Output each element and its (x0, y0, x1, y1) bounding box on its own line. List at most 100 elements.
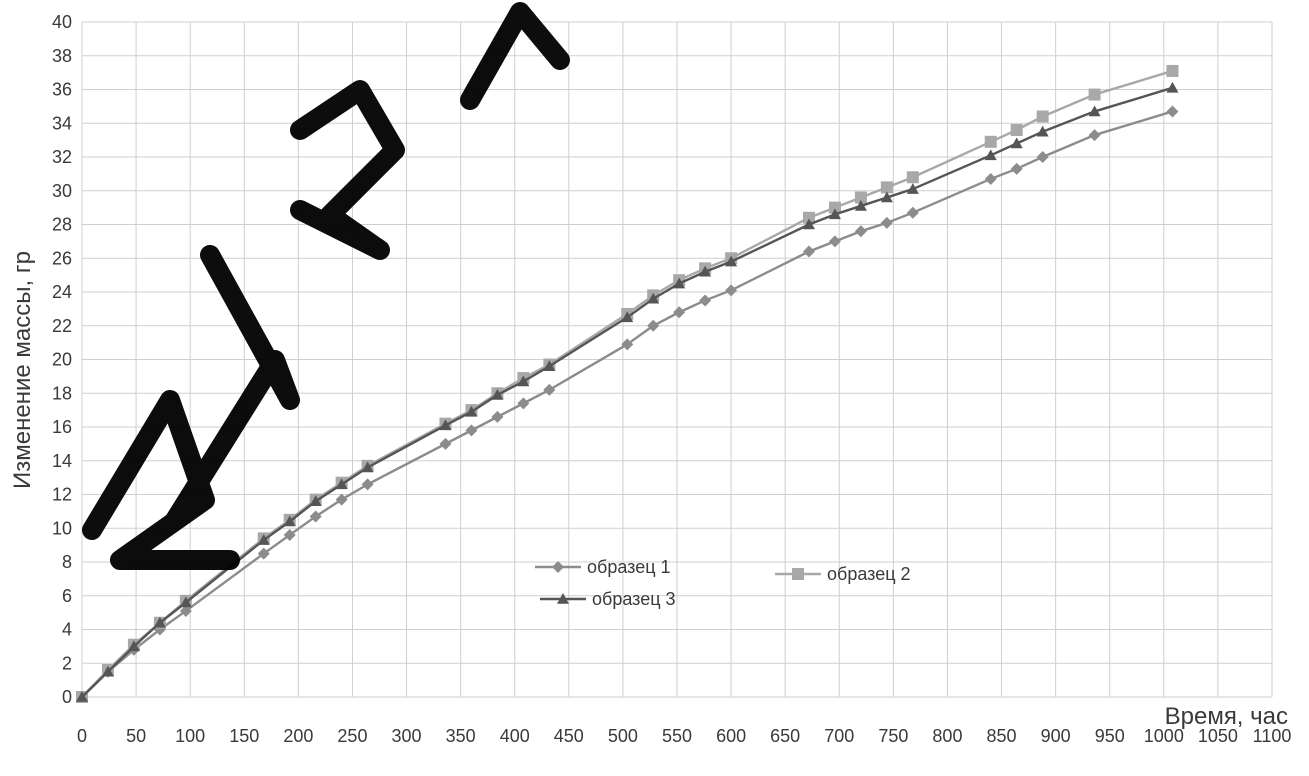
series-1-point (828, 235, 841, 248)
series-3-point (491, 388, 504, 400)
legend-marker (552, 561, 564, 573)
y-tick-label: 8 (62, 552, 72, 572)
y-axis-title: Изменение массы, гр (9, 251, 36, 489)
series-1-point (517, 397, 530, 410)
series-3-point (984, 149, 997, 161)
x-tick-label: 1000 (1144, 726, 1184, 746)
legend-marker (557, 593, 569, 604)
series-3-point (621, 311, 634, 323)
series-3 (76, 81, 1179, 702)
y-tick-label: 4 (62, 620, 72, 640)
series-2-point (802, 211, 815, 224)
x-tick-label: 550 (662, 726, 692, 746)
x-tick-label: 200 (283, 726, 313, 746)
y-tick-label: 38 (52, 46, 72, 66)
x-tick-label: 950 (1095, 726, 1125, 746)
x-tick-label: 900 (1041, 726, 1071, 746)
series-3-point (673, 277, 686, 289)
series-3-point (361, 461, 374, 473)
x-tick-label: 450 (554, 726, 584, 746)
series-2-point (828, 201, 841, 214)
series-3-point (76, 691, 88, 702)
series-1-point (283, 529, 296, 541)
series-1-point (673, 306, 686, 319)
x-tick-label: 0 (77, 726, 87, 746)
legend-label: образец 1 (587, 557, 671, 577)
series-3-point (802, 218, 815, 230)
series-2-point (1036, 110, 1049, 123)
legend-label: образец 3 (592, 589, 676, 609)
series-1-point (1036, 151, 1049, 163)
series-2-point (1010, 124, 1023, 136)
series-1-point (699, 294, 712, 307)
series-3-point (283, 515, 296, 527)
series-1-point (179, 604, 192, 617)
watermark (82, 2, 570, 570)
y-tick-label: 20 (52, 350, 72, 370)
x-tick-label: 150 (229, 726, 259, 746)
series-1-point (906, 206, 919, 219)
y-tick-label: 10 (52, 518, 72, 538)
series-1-point (984, 172, 997, 185)
x-tick-label: 300 (392, 726, 422, 746)
series-3-point (1166, 81, 1179, 93)
x-axis-title: Время, час (1165, 703, 1288, 730)
series-2-point (1166, 64, 1179, 77)
x-tick-label: 500 (608, 726, 638, 746)
x-tick-label: 800 (932, 726, 962, 746)
y-tick-label: 18 (52, 383, 72, 403)
series-1-point (802, 245, 815, 258)
series-1-point (1088, 129, 1101, 142)
x-axis-ticks: 0 50 100 150 200 250 300 350 400 450 500 550 600 650 7… (77, 726, 1291, 746)
y-tick-label: 26 (52, 248, 72, 268)
legend: образец 1 образец 2 образец 3 (535, 557, 911, 609)
series-1-point (1010, 162, 1023, 175)
series-3-point (828, 208, 841, 220)
series-3-point (906, 183, 919, 194)
series-1-point (1166, 105, 1179, 118)
series-3-point (153, 616, 166, 628)
series-1-point (880, 216, 893, 229)
series-1-point (491, 410, 504, 423)
legend-item-1: образец 1 (535, 557, 671, 577)
legend-label: образец 2 (827, 564, 911, 584)
x-tick-label: 700 (824, 726, 854, 746)
series-1-point (543, 383, 556, 396)
series-2-point (880, 181, 893, 194)
series-2-line (81, 69, 1173, 698)
series-1-point (465, 424, 478, 437)
y-tick-label: 30 (52, 181, 72, 201)
y-tick-label: 24 (52, 282, 72, 302)
series-2-point (854, 191, 867, 204)
series-3-point (335, 478, 348, 490)
y-tick-label: 2 (62, 653, 72, 673)
series-3-point (101, 665, 114, 677)
x-tick-label: 750 (878, 726, 908, 746)
x-tick-label: 350 (446, 726, 476, 746)
y-tick-label: 28 (52, 215, 72, 235)
series-1-point (647, 319, 660, 332)
y-tick-label: 40 (52, 12, 72, 32)
series-3-point (1010, 137, 1023, 149)
series-2-point (1088, 88, 1101, 101)
series-3-point (647, 292, 660, 304)
series-3-point (127, 640, 140, 652)
y-tick-label: 6 (62, 586, 72, 606)
legend-item-2: образец 2 (775, 564, 911, 584)
x-tick-label: 100 (175, 726, 205, 746)
series-3-point (543, 360, 556, 372)
y-tick-label: 34 (52, 113, 72, 133)
series-2-point (984, 135, 997, 148)
series-1-point (725, 284, 738, 297)
series-3-point (257, 534, 270, 545)
series-3-point (465, 405, 478, 417)
series-1-point (621, 338, 634, 351)
y-tick-label: 22 (52, 316, 72, 336)
x-tick-label: 400 (500, 726, 530, 746)
series-3-point (880, 191, 893, 203)
x-tick-label: 850 (987, 726, 1017, 746)
series-3-line (81, 86, 1173, 698)
series-3-point (309, 495, 322, 507)
